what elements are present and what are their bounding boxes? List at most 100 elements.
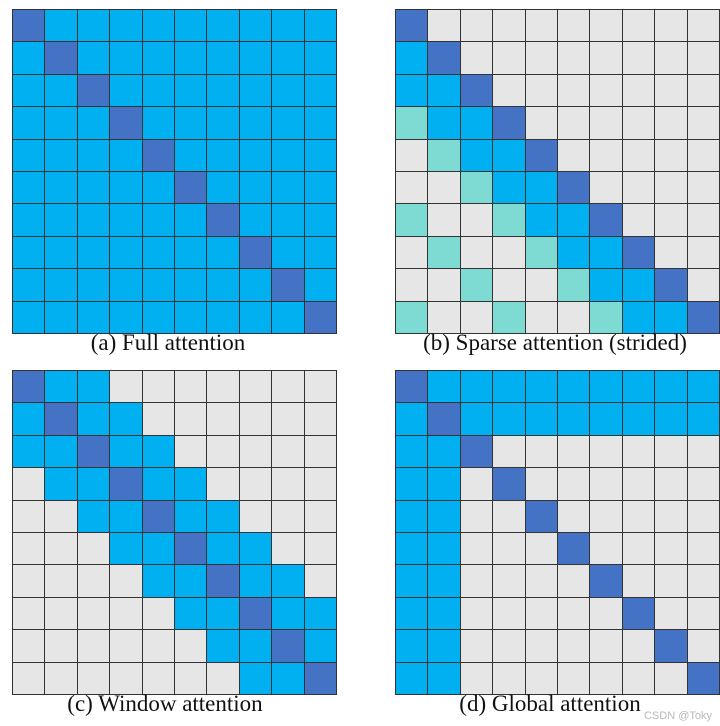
- matrix-cell: [207, 269, 239, 301]
- matrix-cell: [655, 435, 687, 468]
- matrix-cell: [304, 171, 336, 204]
- matrix-cell: [687, 500, 719, 532]
- matrix-cell: [272, 107, 304, 139]
- matrix-cell: [304, 236, 336, 269]
- matrix-cell: [428, 532, 460, 565]
- caption-global-attention: (d) Global attention: [459, 691, 641, 716]
- matrix-cell: [174, 435, 207, 468]
- matrix-cell: [687, 139, 719, 171]
- matrix-cell: [493, 107, 525, 139]
- matrix-cell: [174, 10, 207, 42]
- matrix-cell: [272, 236, 304, 269]
- matrix-cell: [304, 565, 336, 597]
- matrix-cell: [45, 42, 77, 74]
- matrix-cell: [45, 204, 77, 236]
- matrix-cell: [13, 371, 45, 403]
- matrix-cell: [396, 204, 428, 236]
- matrix-cell: [77, 42, 110, 74]
- matrix-cell: [687, 301, 719, 333]
- matrix-cell: [493, 204, 525, 236]
- matrix-cell: [239, 74, 272, 107]
- matrix-cell: [45, 269, 77, 301]
- matrix-cell: [304, 371, 336, 403]
- matrix-cell: [687, 532, 719, 565]
- matrix-cell: [590, 468, 622, 500]
- matrix-cell: [428, 435, 460, 468]
- matrix-cell: [557, 630, 590, 662]
- matrix-cell: [272, 371, 304, 403]
- matrix-cell: [460, 597, 493, 630]
- matrix-cell: [110, 139, 142, 171]
- matrix-cell: [272, 662, 304, 694]
- matrix-cell: [304, 468, 336, 500]
- matrix-cell: [142, 42, 174, 74]
- matrix-cell: [174, 597, 207, 630]
- matrix-cell: [687, 10, 719, 42]
- matrix-cell: [622, 532, 655, 565]
- matrix-cell: [77, 236, 110, 269]
- matrix-cell: [77, 630, 110, 662]
- matrix-cell: [622, 204, 655, 236]
- matrix-cell: [304, 139, 336, 171]
- matrix-cell: [460, 171, 493, 204]
- matrix-cell: [590, 74, 622, 107]
- matrix-cell: [272, 42, 304, 74]
- matrix-cell: [77, 139, 110, 171]
- matrix-cell: [557, 269, 590, 301]
- matrix-cell: [428, 74, 460, 107]
- matrix-cell: [493, 662, 525, 694]
- matrix-cell: [110, 532, 142, 565]
- matrix-cell: [142, 532, 174, 565]
- matrix-cell: [77, 403, 110, 435]
- matrix-cell: [77, 597, 110, 630]
- matrix-cell: [525, 565, 557, 597]
- attention-matrix-full: [12, 9, 337, 334]
- matrix-cell: [272, 269, 304, 301]
- matrix-cell: [174, 532, 207, 565]
- matrix-cell: [525, 500, 557, 532]
- matrix-cell: [525, 269, 557, 301]
- matrix-cell: [272, 74, 304, 107]
- matrix-cell: [396, 139, 428, 171]
- matrix-cell: [622, 107, 655, 139]
- matrix-cell: [460, 301, 493, 333]
- matrix-cell: [272, 171, 304, 204]
- matrix-cell: [655, 139, 687, 171]
- matrix-cell: [110, 662, 142, 694]
- matrix-cell: [525, 597, 557, 630]
- matrix-cell: [45, 630, 77, 662]
- matrix-cell: [207, 630, 239, 662]
- matrix-cell: [13, 403, 45, 435]
- matrix-cell: [304, 435, 336, 468]
- matrix-cell: [396, 403, 428, 435]
- matrix-cell: [239, 630, 272, 662]
- matrix-cell: [77, 74, 110, 107]
- matrix-cell: [174, 468, 207, 500]
- matrix-cell: [493, 532, 525, 565]
- matrix-cell: [207, 532, 239, 565]
- matrix-cell: [45, 74, 77, 107]
- matrix-cell: [687, 171, 719, 204]
- matrix-cell: [460, 236, 493, 269]
- matrix-cell: [428, 269, 460, 301]
- matrix-cell: [272, 204, 304, 236]
- matrix-cell: [110, 500, 142, 532]
- matrix-cell: [687, 435, 719, 468]
- matrix-cell: [239, 139, 272, 171]
- matrix-cell: [493, 269, 525, 301]
- matrix-cell: [272, 468, 304, 500]
- matrix-cell: [590, 10, 622, 42]
- matrix-cell: [557, 301, 590, 333]
- matrix-cell: [110, 565, 142, 597]
- matrix-cell: [655, 565, 687, 597]
- matrix-cell: [174, 139, 207, 171]
- caption-full-attention: (a) Full attention: [90, 330, 246, 355]
- matrix-cell: [687, 269, 719, 301]
- matrix-cell: [655, 204, 687, 236]
- matrix-cell: [493, 403, 525, 435]
- matrix-cell: [110, 74, 142, 107]
- matrix-cell: [174, 204, 207, 236]
- matrix-cell: [428, 630, 460, 662]
- matrix-cell: [142, 500, 174, 532]
- matrix-cell: [396, 107, 428, 139]
